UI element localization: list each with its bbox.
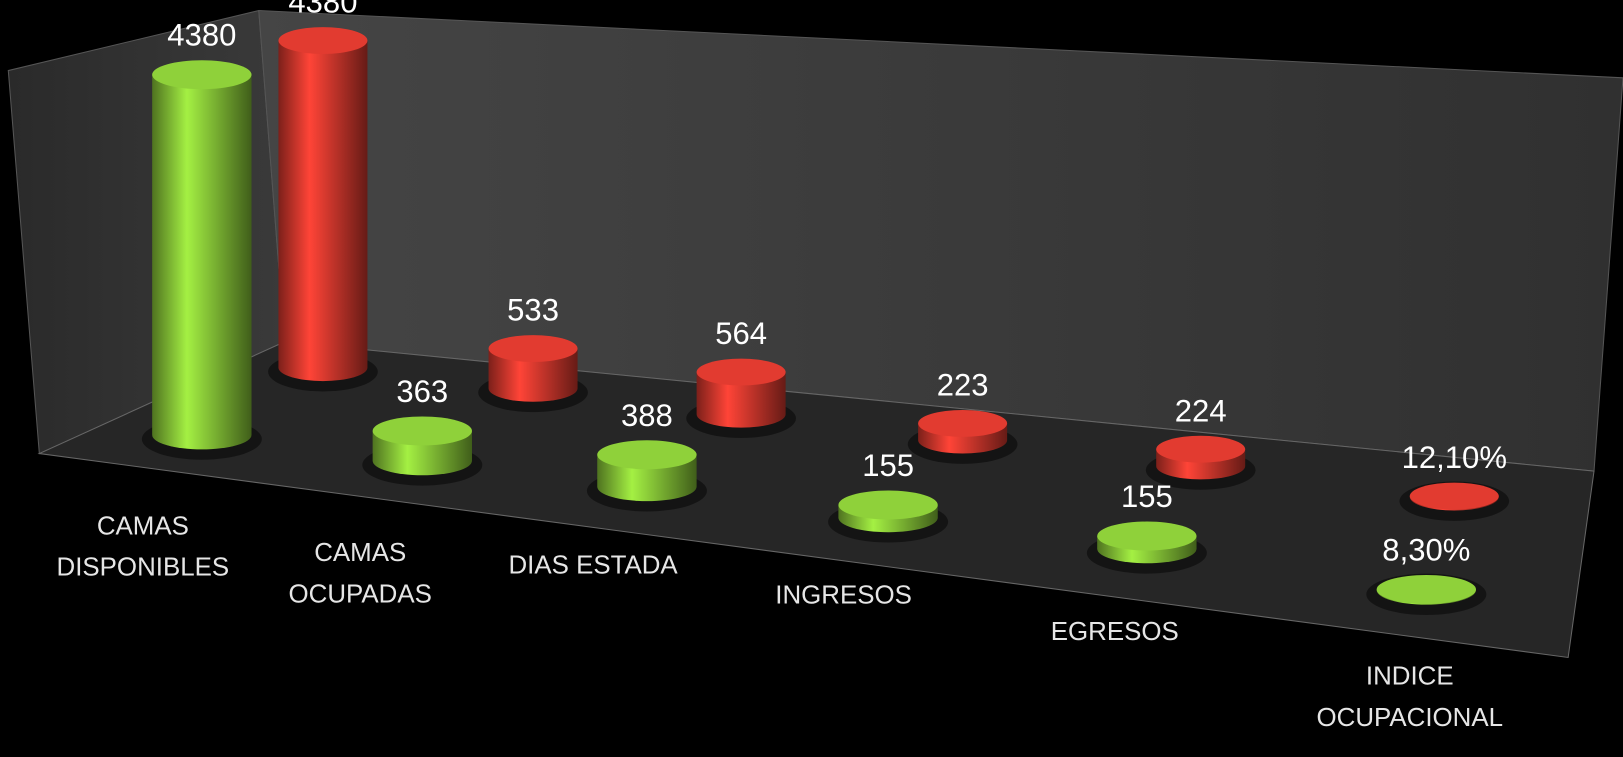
data-label: 8,30% bbox=[1382, 533, 1470, 568]
bar-top bbox=[1409, 482, 1499, 510]
data-label: 155 bbox=[862, 448, 914, 483]
bar-top bbox=[918, 409, 1008, 437]
x-label-box: CAMAS OCUPADAS bbox=[288, 538, 432, 609]
x-label-box: INGRESOS bbox=[775, 580, 912, 610]
x-tick-label: DIAS ESTADA bbox=[508, 550, 678, 580]
data-label: 4380 bbox=[288, 0, 357, 20]
bar bbox=[152, 74, 252, 450]
bar-top bbox=[372, 416, 472, 446]
x-tick-label: INDICE OCUPACIONAL bbox=[1316, 661, 1503, 732]
bar bbox=[488, 348, 578, 402]
x-label-box: INDICE OCUPACIONAL bbox=[1316, 661, 1503, 732]
bar bbox=[278, 40, 368, 382]
x-label-box: DIAS ESTADA bbox=[508, 550, 678, 580]
x-tick-label: INGRESOS bbox=[775, 580, 912, 610]
x-label-box: CAMAS DISPONIBLES bbox=[56, 511, 230, 582]
bar-top bbox=[1097, 521, 1197, 551]
data-label: 4380 bbox=[167, 18, 236, 53]
data-label: 155 bbox=[1121, 479, 1173, 514]
data-label: 363 bbox=[396, 374, 448, 409]
bar-top bbox=[838, 490, 938, 520]
data-label: 564 bbox=[715, 316, 767, 351]
x-label-box: EGRESOS bbox=[1050, 617, 1179, 647]
data-label: 12,10% bbox=[1402, 440, 1507, 475]
data-label: 533 bbox=[507, 293, 559, 328]
x-tick-label: CAMAS DISPONIBLES bbox=[56, 511, 230, 582]
bar-top bbox=[278, 27, 368, 55]
bar-top bbox=[597, 440, 697, 470]
bar bbox=[696, 372, 786, 428]
x-tick-label: CAMAS OCUPADAS bbox=[288, 538, 432, 609]
data-label: 388 bbox=[621, 398, 673, 433]
bar-top bbox=[152, 60, 252, 90]
bar-top bbox=[1376, 574, 1477, 604]
bar-top bbox=[488, 335, 578, 362]
data-label: 223 bbox=[937, 367, 989, 402]
bar-top bbox=[696, 358, 786, 386]
x-tick-label: EGRESOS bbox=[1050, 617, 1179, 647]
data-label: 224 bbox=[1175, 393, 1227, 428]
bar-top bbox=[1156, 435, 1246, 463]
